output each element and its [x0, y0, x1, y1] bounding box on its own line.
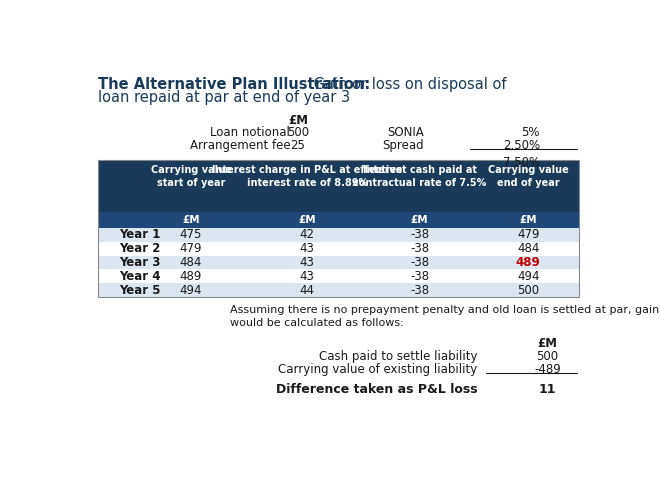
Text: loan repaid at par at end of year 3: loan repaid at par at end of year 3 — [98, 90, 350, 105]
Text: 2.50%: 2.50% — [503, 138, 540, 151]
Text: Loan notional: Loan notional — [211, 126, 290, 139]
Text: £M: £M — [288, 114, 308, 127]
FancyBboxPatch shape — [98, 284, 579, 297]
FancyBboxPatch shape — [98, 256, 579, 270]
Text: 44: 44 — [300, 284, 315, 296]
Text: 500: 500 — [537, 350, 558, 362]
Text: 475: 475 — [180, 228, 202, 241]
Text: 43: 43 — [300, 256, 315, 269]
Text: Spread: Spread — [382, 138, 424, 151]
Text: 479: 479 — [517, 228, 539, 241]
Text: Cash paid to settle liability: Cash paid to settle liability — [319, 350, 478, 362]
Text: 25: 25 — [290, 138, 306, 151]
Text: -38: -38 — [410, 284, 429, 296]
Text: £M: £M — [298, 215, 316, 225]
Text: 43: 43 — [300, 242, 315, 255]
Text: 479: 479 — [180, 242, 202, 255]
Text: £M: £M — [182, 215, 200, 225]
Text: 42: 42 — [300, 228, 315, 241]
Text: £M: £M — [411, 215, 428, 225]
Text: Assuming there is no prepayment penalty and old loan is settled at par, gain or : Assuming there is no prepayment penalty … — [230, 305, 660, 328]
Text: -38: -38 — [410, 256, 429, 269]
Text: The Alternative Plan Illustration:: The Alternative Plan Illustration: — [98, 77, 370, 92]
Text: Arrangement fee: Arrangement fee — [189, 138, 290, 151]
Text: SONIA: SONIA — [387, 126, 424, 139]
Text: 484: 484 — [180, 256, 202, 269]
Text: Year 4: Year 4 — [119, 270, 160, 283]
FancyBboxPatch shape — [98, 242, 579, 256]
Text: 7.50%: 7.50% — [503, 156, 540, 169]
FancyBboxPatch shape — [98, 212, 579, 228]
Text: -38: -38 — [410, 228, 429, 241]
Text: Year 3: Year 3 — [119, 256, 160, 269]
Text: Gain or loss on disposal of: Gain or loss on disposal of — [309, 77, 506, 92]
Text: -38: -38 — [410, 270, 429, 283]
Text: Carrying value of existing liability: Carrying value of existing liability — [279, 362, 478, 376]
Text: 484: 484 — [517, 242, 539, 255]
Text: Year 1: Year 1 — [119, 228, 160, 241]
Text: Carrying value
start of year: Carrying value start of year — [150, 164, 232, 188]
Text: 489: 489 — [180, 270, 202, 283]
Text: 489: 489 — [515, 256, 541, 269]
Text: Interest cash paid at
contractual rate of 7.5%: Interest cash paid at contractual rate o… — [353, 164, 486, 188]
Text: 494: 494 — [180, 284, 202, 296]
Text: Carrying value
end of year: Carrying value end of year — [488, 164, 568, 188]
Text: Year 5: Year 5 — [119, 284, 160, 296]
Text: Year 2: Year 2 — [119, 242, 160, 255]
Text: Interest charge in P&L at effective
interest rate of 8.89%: Interest charge in P&L at effective inte… — [212, 164, 403, 188]
Text: 500: 500 — [287, 126, 309, 139]
FancyBboxPatch shape — [98, 270, 579, 283]
Text: -38: -38 — [410, 242, 429, 255]
FancyBboxPatch shape — [98, 160, 579, 212]
FancyBboxPatch shape — [98, 228, 579, 241]
Text: £M: £M — [537, 337, 558, 350]
Text: £M: £M — [519, 215, 537, 225]
Text: -489: -489 — [534, 362, 561, 376]
Text: 11: 11 — [539, 382, 556, 396]
Text: 43: 43 — [300, 270, 315, 283]
Text: Difference taken as P&L loss: Difference taken as P&L loss — [276, 382, 478, 396]
Text: 494: 494 — [517, 270, 539, 283]
Text: 500: 500 — [517, 284, 539, 296]
Text: 5%: 5% — [521, 126, 540, 139]
